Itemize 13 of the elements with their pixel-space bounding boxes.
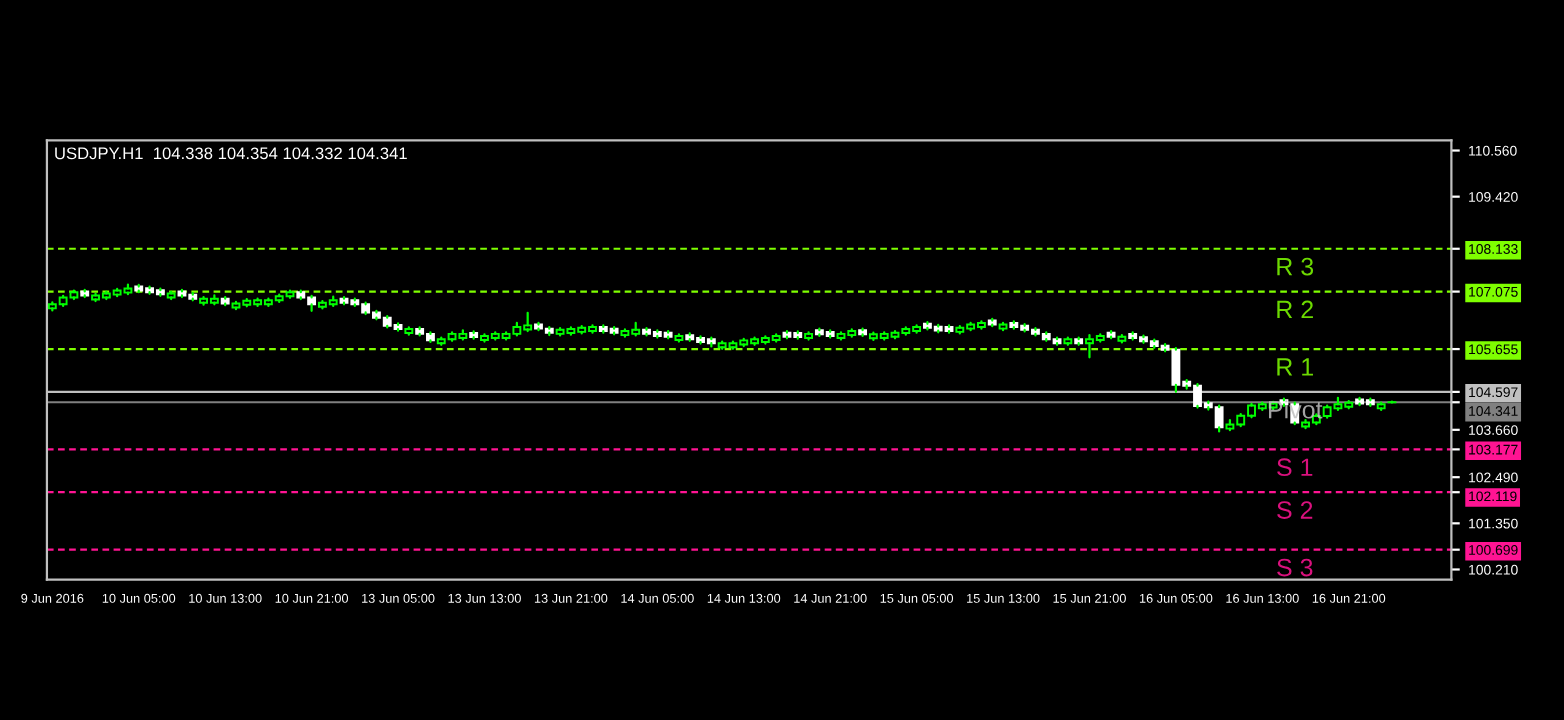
ref-line-label: R 2 [1277, 300, 1313, 319]
candlestick [404, 326, 414, 336]
chart-title: USDJPY.H1 104.338 104.354 104.332 104.341 [55, 147, 407, 160]
candlestick [1376, 401, 1386, 412]
ref-line-label: S 1 [1277, 458, 1313, 477]
ref-line-label: R 1 [1277, 358, 1313, 376]
candlestick [804, 331, 813, 341]
ref-line-label: R 3 [1277, 257, 1314, 276]
ref-line-label: S 2 [1277, 501, 1313, 519]
candlestick [1117, 334, 1127, 344]
candlestick [1063, 336, 1073, 346]
ref-line-label: S 3 [1277, 558, 1313, 577]
candlestick [166, 290, 176, 301]
